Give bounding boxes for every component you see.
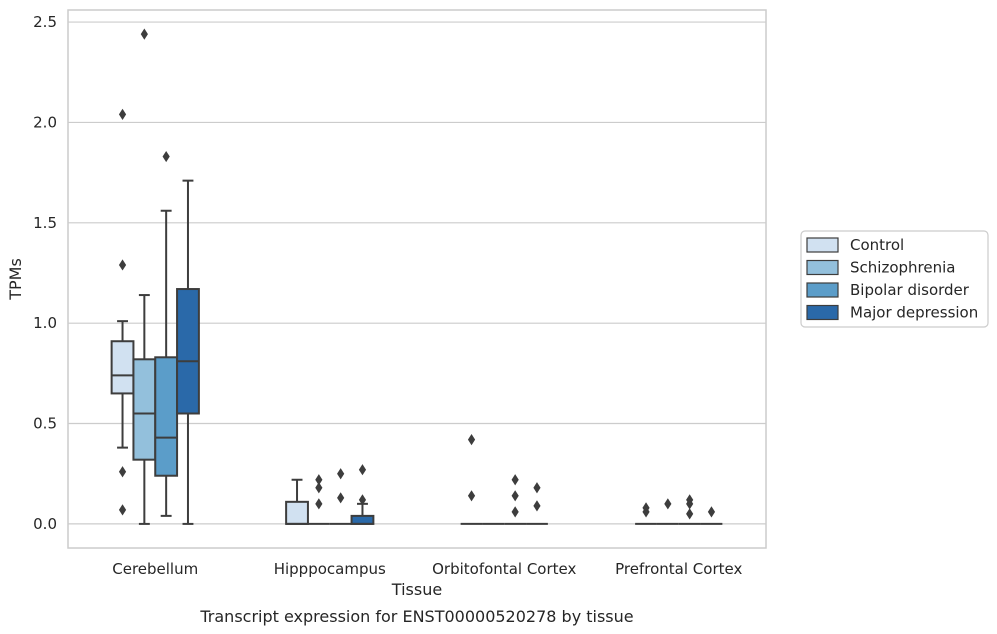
- outlier-point: [358, 464, 367, 476]
- x-axis-label: Tissue: [391, 580, 442, 599]
- legend-label: Major depression: [850, 304, 978, 322]
- legend-label: Bipolar disorder: [850, 281, 970, 299]
- legend-swatch: [806, 237, 839, 253]
- outlier-point: [533, 482, 541, 494]
- outlier-point: [467, 490, 476, 502]
- box-major-depression: [176, 179, 200, 525]
- outlier-point: [162, 150, 170, 163]
- outlier-point: [511, 490, 519, 502]
- y-axis-label: TPMs: [6, 258, 25, 301]
- box-control: [110, 108, 135, 516]
- outlier-point: [686, 508, 694, 520]
- y-tick-label: 2.5: [33, 13, 57, 31]
- legend-swatch: [806, 259, 839, 276]
- outlier-point: [642, 502, 650, 514]
- boxes: [110, 28, 723, 525]
- outlier-point: [315, 474, 323, 486]
- box-bipolar-disorder: [678, 494, 701, 525]
- y-tick-label: 1.5: [33, 214, 57, 232]
- legend-box: [800, 230, 989, 328]
- box-bipolar-disorder: [329, 468, 352, 525]
- outlier-point: [337, 468, 345, 480]
- outlier-point: [140, 28, 148, 40]
- outlier-point: [315, 482, 323, 494]
- box-iqr: [285, 500, 309, 525]
- box-iqr: [110, 340, 135, 395]
- box-bipolar-disorder: [504, 474, 527, 525]
- outlier-point: [511, 474, 519, 486]
- outlier-point: [533, 500, 541, 512]
- box-major-depression: [526, 482, 548, 525]
- chart-caption: Transcript expression for ENST0000052027…: [199, 607, 633, 626]
- box-major-depression: [700, 506, 723, 525]
- outlier-point: [686, 494, 694, 506]
- y-tick-label: 2.0: [33, 113, 57, 131]
- box-control: [460, 433, 483, 525]
- outlier-point: [315, 498, 323, 510]
- box-major-depression: [350, 464, 375, 525]
- legend-swatch: [806, 282, 839, 298]
- box-iqr: [132, 358, 157, 461]
- outlier-point: [467, 433, 476, 446]
- x-tick-label: Orbitofontal Cortex: [432, 560, 576, 578]
- outlier-point: [664, 498, 672, 510]
- x-tick-label: Prefrontal Cortex: [615, 560, 742, 578]
- legend-label: Control: [850, 236, 904, 254]
- y-tick-label: 1.0: [33, 314, 57, 332]
- box-bipolar-disorder: [154, 150, 179, 517]
- box-iqr: [154, 356, 179, 477]
- y-tick-label: 0.0: [33, 515, 57, 533]
- box-iqr: [176, 288, 200, 415]
- box-control: [635, 502, 657, 525]
- outlier-point: [118, 259, 127, 271]
- outlier-point: [337, 492, 345, 504]
- box-schizophrenia: [307, 474, 330, 525]
- x-tick-label: Hipppocampus: [274, 560, 386, 578]
- outlier-point: [118, 108, 127, 120]
- outlier-point: [511, 506, 519, 518]
- box-schizophrenia: [656, 498, 679, 525]
- outlier-point: [358, 494, 367, 506]
- x-tick-label: Cerebellum: [112, 560, 198, 578]
- outlier-point: [707, 506, 716, 518]
- x-tick-labels: Cerebellum Hipppocampus Orbitofontal Corte…: [112, 560, 742, 578]
- y-tick-label: 0.5: [33, 415, 57, 433]
- plot-frame: [67, 9, 767, 549]
- outlier-point: [118, 504, 127, 516]
- outlier-point: [118, 466, 127, 478]
- y-tick-labels: 0.0 0.5 1.0 1.5 2.0 2.5: [33, 13, 57, 533]
- box-schizophrenia: [132, 28, 157, 525]
- legend: Control Schizophrenia Bipolar disorder Majo…: [800, 230, 989, 328]
- legend-swatch: [806, 304, 839, 321]
- box-iqr: [350, 514, 375, 525]
- legend-label: Schizophrenia: [850, 259, 955, 277]
- box-control: [285, 478, 309, 525]
